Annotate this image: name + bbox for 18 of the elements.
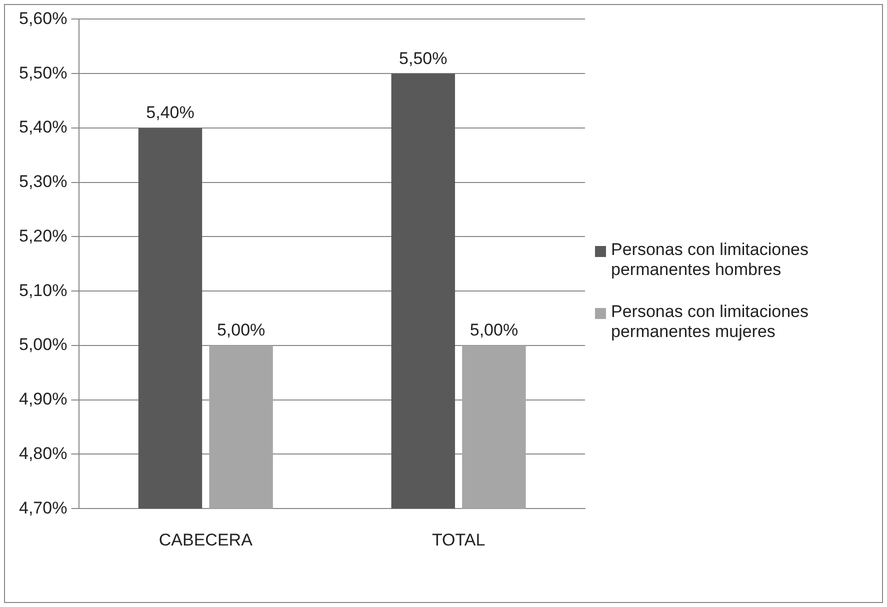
x-tick-label: CABECERA [158,530,254,550]
legend-label: Personas con limitaciones permanentes hombres [611,240,810,280]
data-label: 5,00% [470,320,518,340]
y-tick-label: 5,50% [19,63,68,82]
y-tick-label: 5,30% [19,172,68,192]
y-tick-label: 4,80% [19,444,68,463]
legend-label: Personas con limitaciones permanentes mujeres [611,302,810,342]
y-tick-label: 4,70% [19,498,68,518]
y-tick-label: 5,20% [19,226,68,246]
data-label: 5,00% [216,320,266,340]
y-tick-label: 5,60% [19,8,68,28]
data-label: 5,50% [399,48,448,68]
y-tick-label: 5,40% [19,118,68,137]
x-tick-label: TOTAL [432,530,486,550]
y-tick-label: 4,90% [19,390,68,409]
y-tick-label: 5,10% [19,280,68,300]
data-label: 5,40% [146,103,194,122]
y-tick-label: 5,00% [19,335,68,354]
